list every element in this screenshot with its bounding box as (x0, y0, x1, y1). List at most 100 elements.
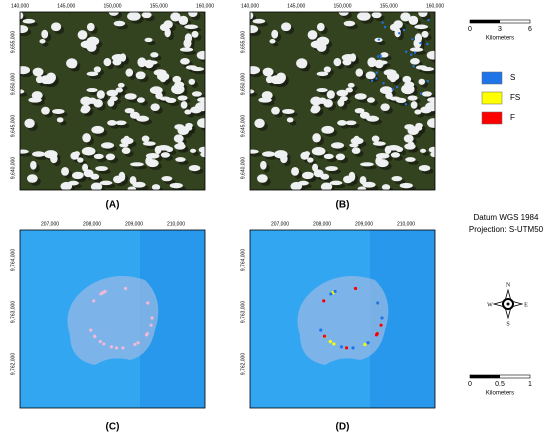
cloud (256, 174, 268, 183)
cloud (371, 135, 380, 143)
cloud (326, 90, 335, 99)
cloud (343, 175, 353, 184)
cloud (265, 75, 274, 84)
cloud (254, 118, 265, 129)
cloud (136, 97, 145, 103)
cloud (354, 107, 365, 114)
cloud (113, 20, 126, 27)
cloud (20, 66, 31, 75)
hotspot (363, 342, 367, 347)
cloud (345, 87, 353, 93)
y-tick-label: 9,764,000 (10, 249, 16, 271)
cloud (390, 152, 401, 158)
hotspot (344, 346, 349, 350)
x-tick-label: 207,000 (271, 221, 289, 227)
cloud (272, 75, 285, 85)
detection (377, 38, 381, 41)
cloud (80, 40, 94, 49)
cloud (343, 20, 356, 27)
cloud (262, 151, 276, 157)
cloud (197, 97, 205, 103)
cloud (262, 67, 274, 77)
hotspot (329, 292, 333, 296)
compass-ring (502, 298, 514, 310)
x-tick-label: 209,000 (355, 221, 373, 227)
hotspot (109, 345, 114, 349)
y-tick-label: 9,640,000 (240, 157, 246, 179)
detection (427, 18, 430, 22)
legend-label: S (510, 73, 515, 82)
hotspot (339, 345, 344, 349)
y-tick-label: 9,763,000 (10, 301, 16, 323)
cloud (405, 157, 416, 162)
cloud (282, 108, 295, 114)
cloud (296, 58, 308, 69)
detection (376, 55, 380, 58)
cloud (82, 133, 91, 143)
cloud (407, 95, 418, 101)
hotspot (89, 328, 93, 332)
detection (370, 79, 374, 83)
cloud (100, 142, 115, 149)
cloud (376, 159, 389, 168)
cloud (250, 149, 259, 154)
legend-label: FS (510, 93, 520, 102)
cloud (82, 163, 89, 172)
cloud (362, 181, 376, 188)
cloud (86, 71, 99, 77)
cloud (124, 93, 137, 100)
cloud (115, 87, 123, 93)
cloud (323, 153, 334, 160)
cloud (312, 133, 321, 143)
cloud (349, 53, 357, 62)
cloud (420, 148, 427, 153)
compass-center (506, 302, 510, 306)
cloud (119, 143, 129, 148)
y-tick-label: 9,640,000 (10, 157, 16, 179)
cloud (320, 173, 330, 180)
cloud (339, 95, 348, 102)
x-tick-label: 140,000 (11, 3, 29, 9)
cloud (198, 146, 205, 153)
cloud (173, 134, 184, 143)
cloud (338, 12, 349, 16)
cloud (108, 12, 119, 16)
cloud (367, 57, 377, 68)
hotspot (376, 301, 380, 305)
shadow (423, 151, 430, 156)
cloud (50, 22, 62, 32)
hotspot (332, 342, 336, 346)
image (20, 230, 205, 408)
cloud (430, 151, 435, 158)
cloud (347, 82, 355, 88)
cloud (171, 84, 185, 95)
cloud (32, 151, 46, 157)
cloud (130, 162, 144, 167)
cloud (113, 175, 123, 184)
y-tick-label: 9,655,000 (240, 31, 246, 53)
cloud (290, 181, 303, 190)
cloud (386, 145, 401, 151)
cloud (190, 148, 197, 153)
cloud (93, 66, 101, 73)
cloud (184, 109, 192, 115)
compass-label: W (487, 302, 493, 308)
cloud (407, 141, 415, 150)
cloud (141, 135, 150, 143)
cloud (357, 186, 367, 190)
cloud (20, 12, 24, 20)
x-tick-label: 209,000 (125, 221, 143, 227)
cloud (183, 38, 192, 48)
cloud (291, 166, 300, 176)
cloud (389, 96, 401, 101)
detection (375, 77, 378, 80)
cloud (427, 118, 435, 128)
cloud (127, 186, 137, 190)
cloud (372, 141, 386, 146)
cloud (336, 89, 349, 97)
legend-swatch (481, 91, 503, 105)
hotspot (146, 301, 150, 305)
cloud (129, 176, 137, 185)
cloud (160, 152, 171, 158)
cloud (169, 182, 183, 189)
